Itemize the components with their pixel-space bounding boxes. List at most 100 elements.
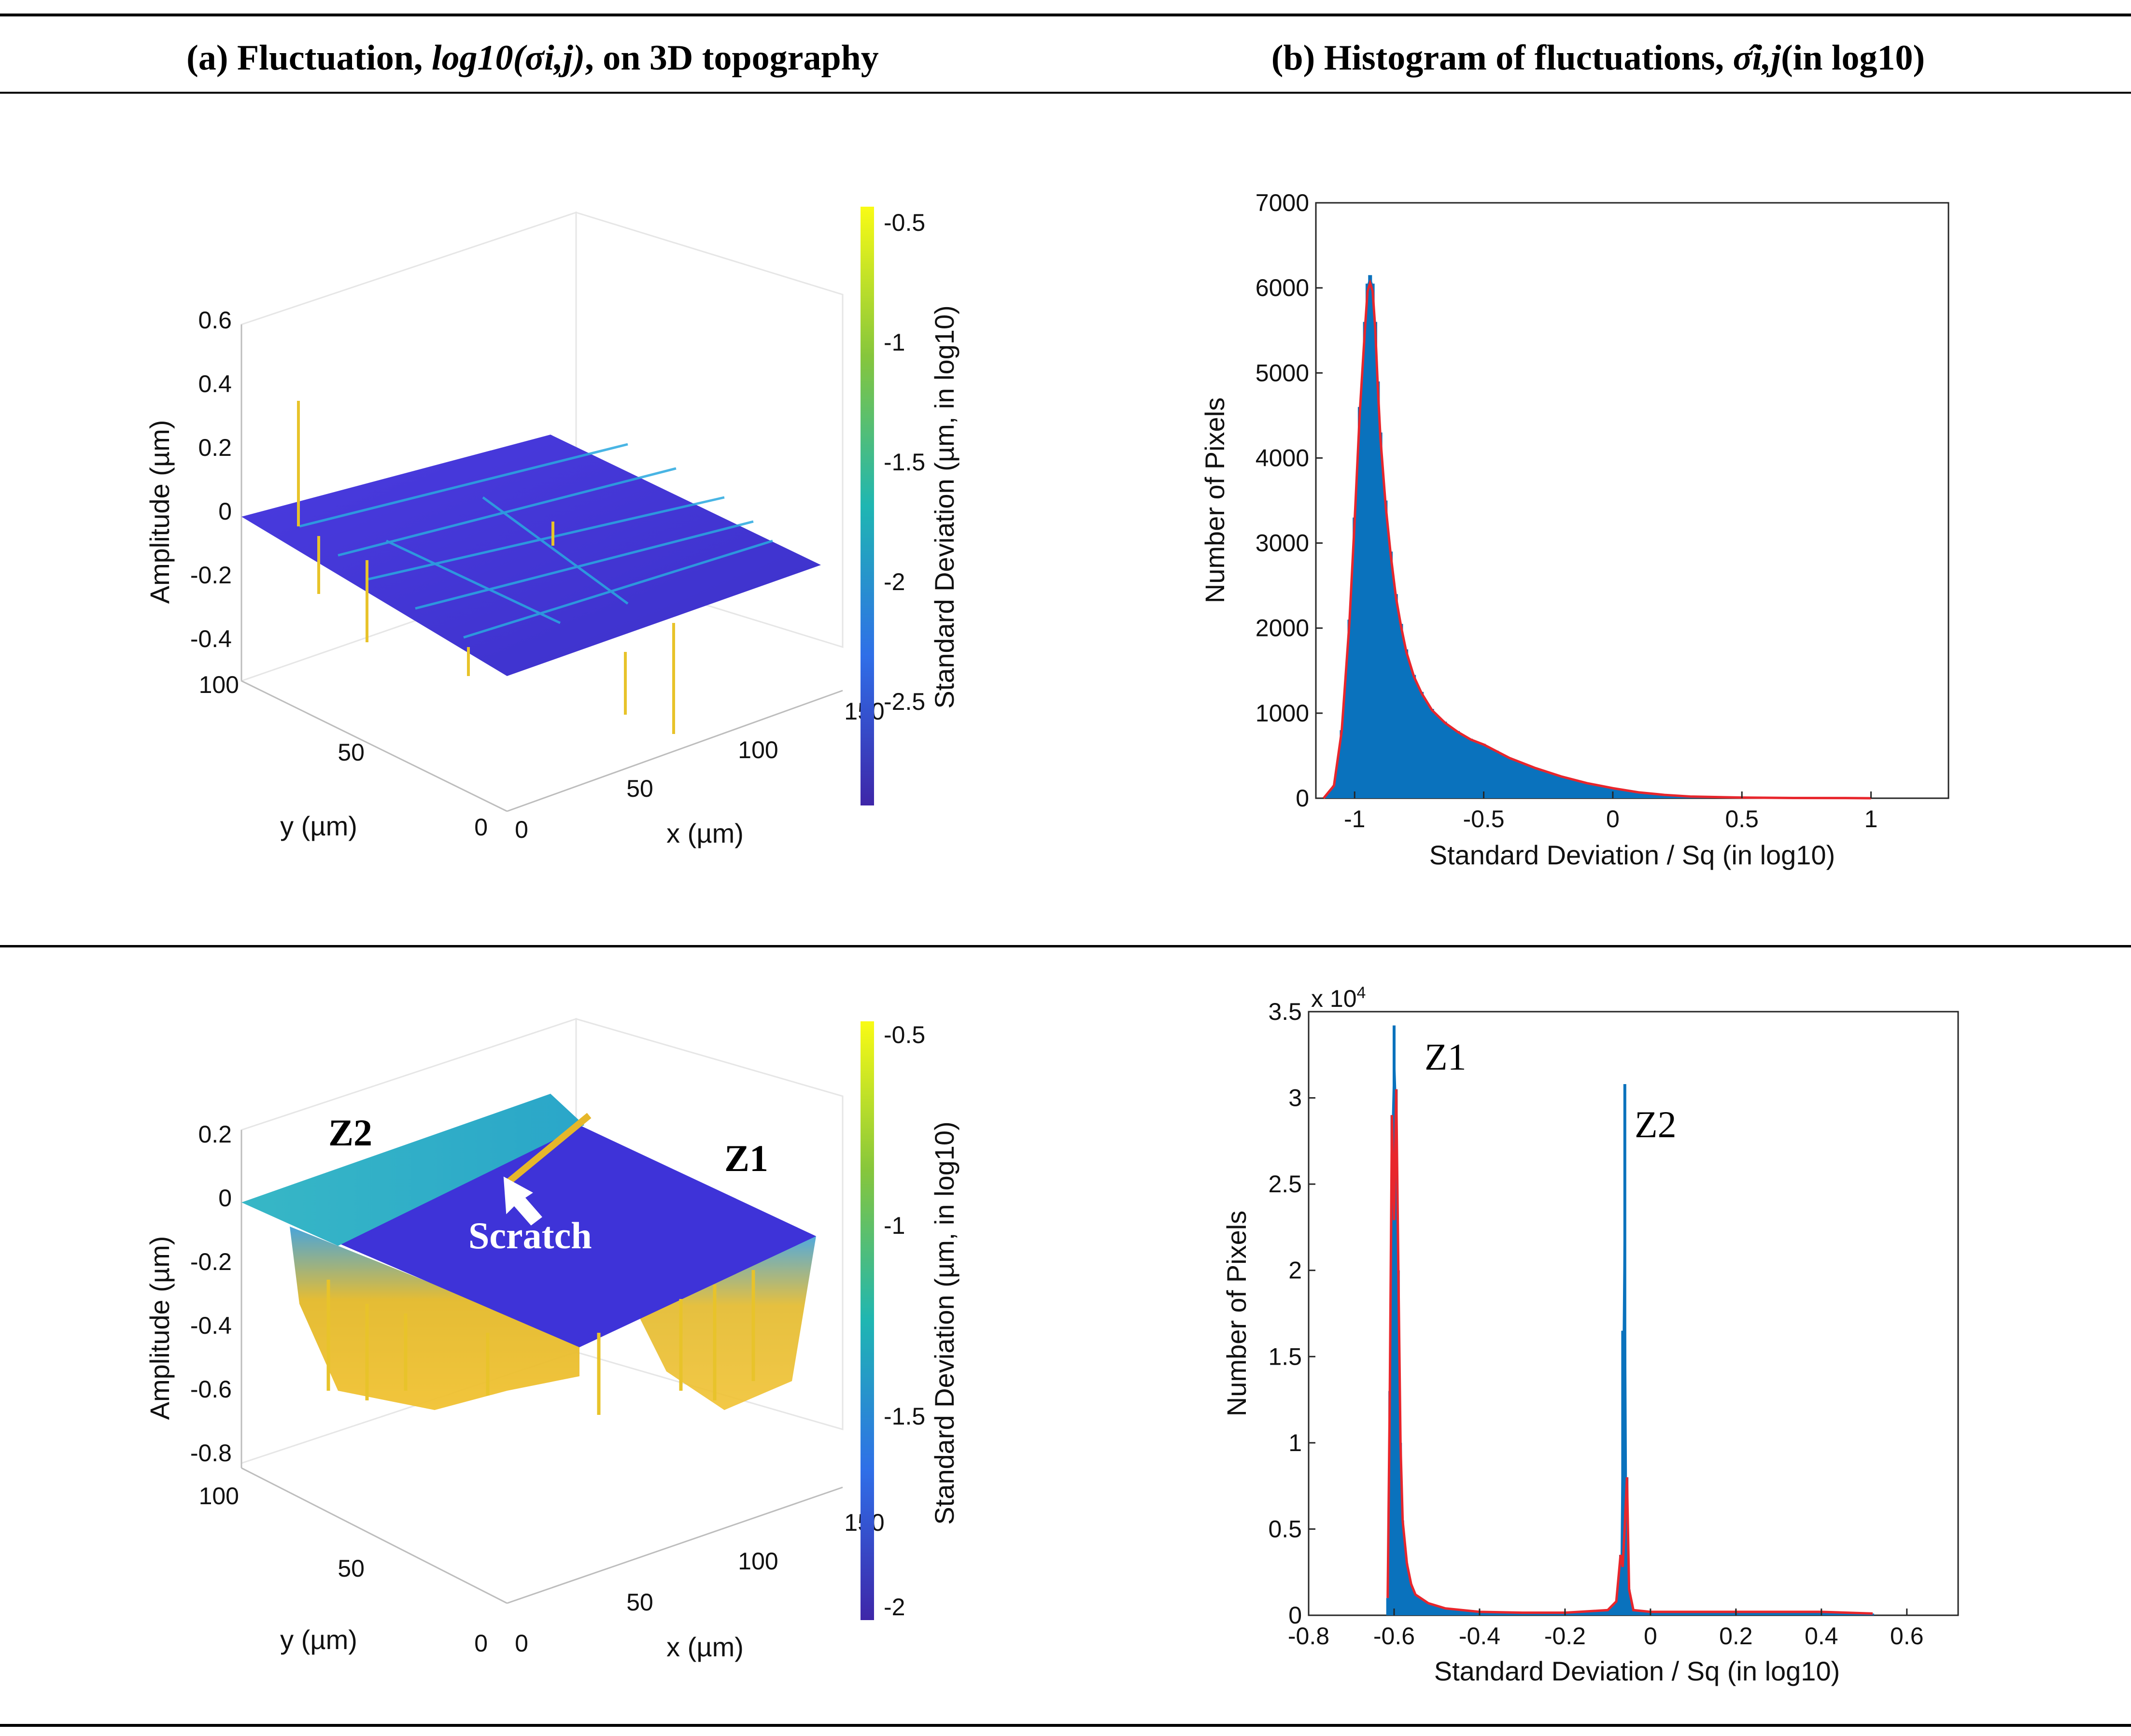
surface2-xlabel: x (µm) <box>666 1632 744 1662</box>
surface1-zt-3: 0 <box>218 498 232 525</box>
hist-bar <box>1332 785 1336 798</box>
x-tick-label: -0.4 <box>1459 1623 1500 1650</box>
histogram-plot-2: 3.5 3 2.5 2 1.5 1 0.5 0 -0.8 -0.6 -0.4 -0.2 0 0.2 0.4… <box>1221 984 1959 1686</box>
x-tick-label: 0 <box>1644 1623 1657 1650</box>
surface2-zt-2: -0.2 <box>190 1248 232 1275</box>
hist-bar <box>1365 283 1369 798</box>
surface1-spikes <box>297 401 675 734</box>
hist-bar <box>1399 623 1403 798</box>
hist2-multiplier-exp: 4 <box>1357 984 1366 1002</box>
y-tick-label: 4000 <box>1256 444 1309 471</box>
hist-bar <box>1404 649 1409 798</box>
hist-bar <box>1456 731 1460 798</box>
hist-bar <box>1378 432 1383 798</box>
x-tick-label: 0.6 <box>1890 1623 1924 1650</box>
hist-bar <box>1521 1612 1524 1615</box>
x-tick-label: -1 <box>1344 805 1365 833</box>
surface2-annotation-z1: Z1 <box>724 1137 768 1179</box>
surface1-y-axis-line <box>241 680 508 812</box>
surface2-cb-1: -1 <box>884 1212 905 1239</box>
surface1-xt-0: 0 <box>515 816 528 843</box>
hist-bar <box>1389 551 1393 798</box>
hist-bar <box>1376 381 1380 798</box>
surface2-xt-0: 0 <box>515 1630 528 1657</box>
hist-bar <box>1632 1610 1635 1615</box>
surface2-ylabel: y (µm) <box>280 1624 357 1655</box>
surface2-zt-0: 0.2 <box>198 1121 232 1148</box>
y-tick-label: 1 <box>1288 1429 1302 1456</box>
surface2-zt-1: 0 <box>218 1185 232 1212</box>
y-tick-label: 1.5 <box>1268 1343 1302 1370</box>
histogram-plot-1: 7000 6000 5000 4000 3000 2000 1000 0 -1 -0.5 0 0.5… <box>1200 189 1949 870</box>
hist-bar <box>1412 675 1416 798</box>
hist-bar <box>1353 517 1357 798</box>
hist2-annotation-z1: Z1 <box>1425 1036 1467 1078</box>
surface2-cb-0: -0.5 <box>884 1021 925 1048</box>
y-tick-label: 2 <box>1288 1257 1302 1284</box>
top-rule <box>0 14 2131 16</box>
column-header-b: (b) Histogram of fluctuations, σ̂i,j (in… <box>1065 29 2131 87</box>
surface1-x-axis-line <box>507 690 843 812</box>
hist-bar <box>1871 1613 1875 1615</box>
hist-bar <box>1405 1563 1409 1615</box>
hist2-axes-box <box>1308 1011 1959 1616</box>
surface1-colorbar-label: Standard Deviation (µm, in log10) <box>929 305 960 708</box>
hist2-ylabel: Number of Pixels <box>1221 1211 1252 1416</box>
header-a-pre: Fluctuation, <box>237 38 423 78</box>
hist2-multiplier: x 104 <box>1311 984 1366 1012</box>
surface1-cb-3: -2 <box>884 568 905 595</box>
x-tick-label: 0 <box>1606 805 1620 833</box>
hist-bar <box>1627 1589 1631 1615</box>
header-a-math: log10(σi,j) <box>431 38 585 78</box>
hist1-x-ticks: -1 -0.5 0 0.5 1 <box>1344 791 1878 833</box>
hist-bar <box>1392 1025 1396 1615</box>
surface2-cb-3: -2 <box>884 1594 905 1621</box>
surface2-y-axis-line <box>241 1467 508 1604</box>
hist-bar <box>1615 1601 1618 1615</box>
x-tick-label: 0.4 <box>1805 1623 1838 1650</box>
hist2-bars <box>1386 1025 1875 1615</box>
surface1-zt-4: -0.2 <box>190 562 232 589</box>
hist-bar <box>1443 721 1447 798</box>
hist-bar <box>1426 1603 1430 1615</box>
surface1-ylabel: y (µm) <box>280 811 357 841</box>
hist-bar <box>1363 322 1367 798</box>
surface1-yt-2: 0 <box>474 814 488 841</box>
surface1-xlabel: x (µm) <box>666 818 744 848</box>
surface2-zt-5: -0.8 <box>190 1440 232 1467</box>
hist-bar <box>1368 275 1372 798</box>
hist-bar <box>1370 283 1375 798</box>
x-tick-label: -0.6 <box>1373 1623 1415 1650</box>
header-a-label: (a) <box>186 38 228 78</box>
y-tick-label: 3 <box>1288 1085 1302 1112</box>
surface-plot-1: 0.6 0.4 0.2 0 -0.2 -0.4 100 50 0 0 50 10… <box>144 207 960 848</box>
hist-bar <box>1468 738 1473 798</box>
hist-bar <box>1399 1442 1402 1615</box>
hist-bar <box>1559 776 1563 798</box>
hist-bar <box>1662 794 1666 798</box>
x-tick-label: -0.8 <box>1288 1623 1329 1650</box>
hist-bar <box>1444 1608 1447 1615</box>
surface2-front-wall <box>290 1227 579 1410</box>
surface2-colorbar <box>861 1021 874 1620</box>
hist1-ylabel: Number of Pixels <box>1200 397 1230 603</box>
hist1-bars <box>1324 275 1871 798</box>
surface2-x-axis-line <box>507 1486 843 1604</box>
surface2-spikes <box>326 1270 755 1415</box>
hist1-xlabel: Standard Deviation / Sq (in log10) <box>1429 840 1835 870</box>
hist-bar <box>1394 594 1398 798</box>
x-tick-label: 0.5 <box>1725 805 1759 833</box>
surface2-lower-zone <box>333 1125 816 1347</box>
header-b-label: (b) <box>1271 38 1315 78</box>
surface1-zt-2: 0.2 <box>198 434 232 461</box>
y-tick-label: 1000 <box>1256 700 1309 727</box>
surface-plot-2: Z2 Z1 Scratch 0.2 0 -0.2 -0.4 -0.6 -0.8 … <box>144 1017 960 1662</box>
hist2-multiplier-base: x 10 <box>1311 985 1357 1012</box>
surface1-xt-2: 100 <box>738 736 778 763</box>
x-tick-label: -0.2 <box>1544 1623 1586 1650</box>
x-tick-label: 1 <box>1864 805 1878 833</box>
surface1-cb-1: -1 <box>884 329 905 356</box>
hist-bar <box>1533 767 1538 798</box>
header-rule <box>0 92 2131 94</box>
